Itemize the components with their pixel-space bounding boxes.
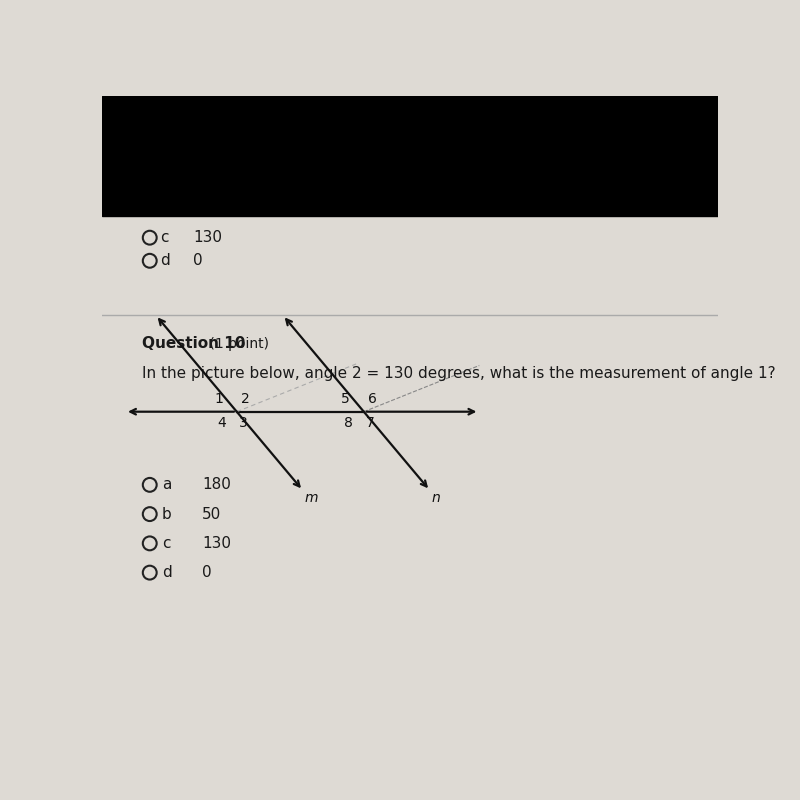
Text: 130: 130 — [193, 230, 222, 245]
Text: b: b — [162, 506, 172, 522]
Text: 50: 50 — [202, 506, 222, 522]
Bar — [102, 96, 718, 216]
Text: 2: 2 — [241, 391, 250, 406]
Text: a: a — [162, 478, 171, 492]
Text: 0: 0 — [193, 254, 202, 268]
Text: d: d — [162, 565, 172, 580]
Text: 0: 0 — [202, 565, 212, 580]
Text: n: n — [431, 491, 440, 506]
Text: 8: 8 — [344, 416, 353, 430]
Text: c: c — [161, 230, 169, 245]
Text: 6: 6 — [368, 391, 377, 406]
Text: 5: 5 — [341, 391, 350, 406]
Text: 130: 130 — [202, 536, 231, 551]
Text: (1 point): (1 point) — [205, 337, 269, 351]
Text: c: c — [162, 536, 170, 551]
Text: 1: 1 — [214, 391, 223, 406]
Text: 7: 7 — [366, 416, 375, 430]
Text: Question 10: Question 10 — [142, 337, 246, 351]
Text: m: m — [304, 491, 318, 506]
Text: 3: 3 — [239, 416, 248, 430]
Text: 180: 180 — [202, 478, 231, 492]
Text: In the picture below, angle 2 = 130 degrees, what is the measurement of angle 1?: In the picture below, angle 2 = 130 degr… — [142, 366, 776, 381]
Text: 4: 4 — [218, 416, 226, 430]
Text: d: d — [161, 254, 170, 268]
